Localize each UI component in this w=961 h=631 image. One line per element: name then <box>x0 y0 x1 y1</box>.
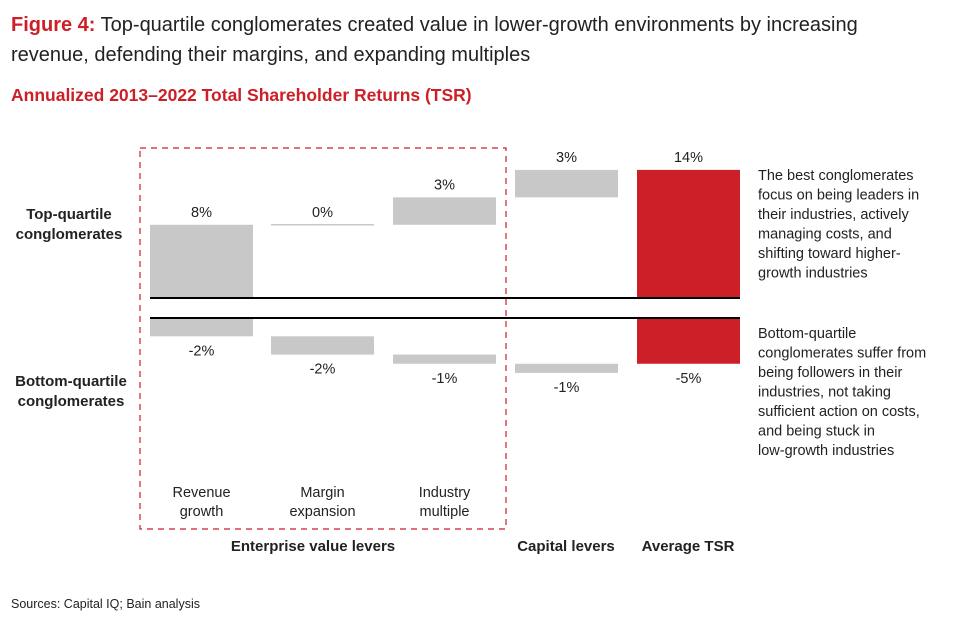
category-label-0-1: growth <box>180 504 224 520</box>
top-total-bar <box>637 169 740 298</box>
top-bar-0 <box>150 224 253 298</box>
annotation-top-1: focus on being leaders in <box>758 188 919 204</box>
category-label-1-0: Margin <box>300 485 344 501</box>
enterprise-levers-box <box>139 147 507 530</box>
source-note: Sources: Capital IQ; Bain analysis <box>11 597 200 611</box>
group-label-2: Average TSR <box>642 538 735 555</box>
annotation-top-5: growth industries <box>758 266 868 282</box>
category-label-2-1: multiple <box>420 504 470 520</box>
bottom-bar-2 <box>393 354 496 364</box>
annotation-bottom-1: conglomerates suffer from <box>758 346 926 362</box>
top-value-label-4: 14% <box>674 150 703 166</box>
top-bar-3 <box>515 169 618 198</box>
row-label-top-1: conglomerates <box>16 226 123 243</box>
bottom-value-label-1: -2% <box>310 362 336 378</box>
top-value-label-2: 3% <box>434 177 455 193</box>
group-label-0: Enterprise value levers <box>231 538 395 555</box>
annotation-bottom-4: sufficient action on costs, <box>758 404 920 420</box>
row-label-top-0: Top-quartile <box>26 206 112 223</box>
annotation-bottom-2: being followers in their <box>758 365 902 381</box>
figure-label: Figure 4: <box>11 14 96 36</box>
row-label-bottom-1: conglomerates <box>18 393 125 410</box>
category-label-0-0: Revenue <box>172 485 230 501</box>
annotation-top-2: their industries, actively <box>758 207 909 223</box>
category-label-1-1: expansion <box>289 504 355 520</box>
bottom-bar-3 <box>515 363 618 373</box>
row-label-bottom-0: Bottom-quartile <box>15 373 127 390</box>
bottom-value-label-0: -2% <box>189 343 215 359</box>
bottom-total-bar <box>637 318 740 364</box>
chart-subtitle: Annualized 2013–2022 Total Shareholder R… <box>11 85 472 105</box>
annotation-bottom-3: industries, not taking <box>758 385 891 401</box>
category-label-2-0: Industry <box>419 485 471 501</box>
figure-title: Figure 4: Top-quartile conglomerates cre… <box>11 10 941 70</box>
annotation-bottom-5: and being stuck in <box>758 424 875 440</box>
annotation-top-4: shifting toward higher- <box>758 246 901 262</box>
annotation-bottom-6: low-growth industries <box>758 443 894 459</box>
top-value-label-1: 0% <box>312 205 333 221</box>
figure-title-text: Top-quartile conglomerates created value… <box>11 14 858 66</box>
bottom-value-label-4: -5% <box>676 371 702 387</box>
annotation-top-3: managing costs, and <box>758 227 892 243</box>
bottom-value-label-2: -1% <box>432 371 458 387</box>
bottom-bar-0 <box>150 318 253 337</box>
group-label-1: Capital levers <box>517 538 615 555</box>
annotation-top-0: The best conglomerates <box>758 168 914 184</box>
bottom-bar-1 <box>271 336 374 355</box>
annotation-bottom-0: Bottom-quartile <box>758 326 856 342</box>
top-value-label-0: 8% <box>191 205 212 221</box>
bottom-value-label-3: -1% <box>554 380 580 396</box>
top-bar-2 <box>393 197 496 225</box>
top-value-label-3: 3% <box>556 150 577 166</box>
